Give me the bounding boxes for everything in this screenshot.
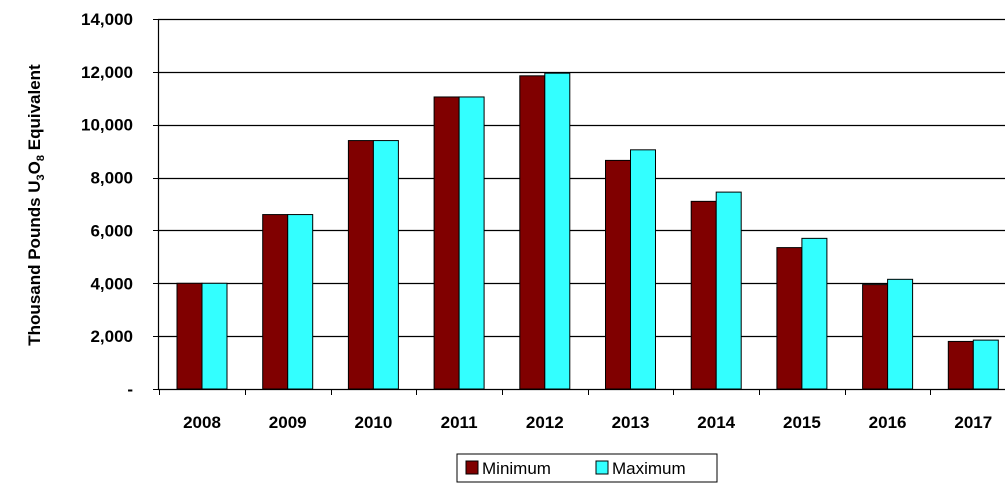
axes (153, 19, 1005, 395)
x-tick-label: 2008 (183, 413, 221, 432)
bar-maximum-2009 (287, 214, 314, 390)
bar-maximum-2013 (630, 149, 656, 390)
legend-label-maximum: Maximum (612, 459, 686, 478)
legend-swatch-maximum (595, 460, 609, 475)
bar-minimum-2015 (776, 247, 803, 390)
bar-minimum-2013 (605, 159, 631, 390)
y-tick-label: 10,000 (81, 116, 133, 135)
bar-maximum-2010 (372, 140, 399, 390)
legend-box (456, 453, 718, 483)
y-tick-label: 4,000 (90, 274, 133, 293)
x-tick-label: 2011 (441, 413, 478, 432)
bar-maximum-2015 (801, 237, 828, 390)
bar-minimum-2011 (433, 96, 460, 390)
x-tick-label: 2017 (954, 413, 992, 432)
bar-maximum-2012 (544, 72, 571, 390)
y-axis-label-main: Thousand Pounds U (25, 180, 44, 345)
bar-maximum-2008 (201, 282, 228, 390)
bar-minimum-2010 (347, 140, 374, 390)
y-axis-label-mid: O (25, 161, 44, 174)
y-axis-label: Thousand Pounds U3O8 Equivalent (25, 64, 47, 346)
bar-maximum-2011 (458, 96, 485, 390)
y-tick-label: 12,000 (81, 63, 133, 82)
bar-minimum-2017 (947, 340, 974, 390)
legend: Minimum Maximum (456, 453, 718, 483)
x-tick-label: 2016 (869, 413, 907, 432)
bar-minimum-2012 (519, 75, 546, 390)
bar-maximum-2014 (715, 191, 742, 390)
y-axis-label-sub1: 3 (35, 174, 47, 180)
y-tick-label: - (127, 380, 133, 399)
bar-maximum-2016 (887, 278, 914, 390)
x-tick-label: 2010 (354, 413, 392, 432)
y-axis-label-end: Equivalent (25, 64, 44, 155)
x-tick-label: 2012 (526, 413, 564, 432)
bar-minimum-2016 (862, 284, 889, 390)
bars (176, 72, 999, 390)
y-tick-label: 8,000 (90, 169, 133, 188)
legend-label-minimum: Minimum (482, 459, 551, 478)
bar-minimum-2009 (262, 214, 289, 390)
legend-swatch-minimum (465, 460, 479, 475)
bar-minimum-2008 (176, 282, 203, 390)
y-tick-label: 6,000 (90, 221, 133, 240)
x-tick-label: 2014 (697, 413, 735, 432)
bar-minimum-2014 (690, 200, 717, 390)
y-tick-label: 2,000 (90, 327, 133, 346)
x-tick-label: 2015 (783, 413, 821, 432)
x-tick-labels: 2008 2009 2010 2011 2012 2013 2014 2015 2016 2017 (183, 413, 992, 432)
y-tick-labels: - 2,000 4,000 6,000 8,000 10,000 12,000 14,000 (81, 10, 133, 399)
bar-maximum-2017 (972, 339, 999, 390)
x-tick-label: 2013 (612, 413, 650, 432)
y-axis-label-sub2: 8 (35, 155, 47, 161)
y-tick-label: 14,000 (81, 10, 133, 29)
x-tick-label: 2009 (269, 413, 307, 432)
